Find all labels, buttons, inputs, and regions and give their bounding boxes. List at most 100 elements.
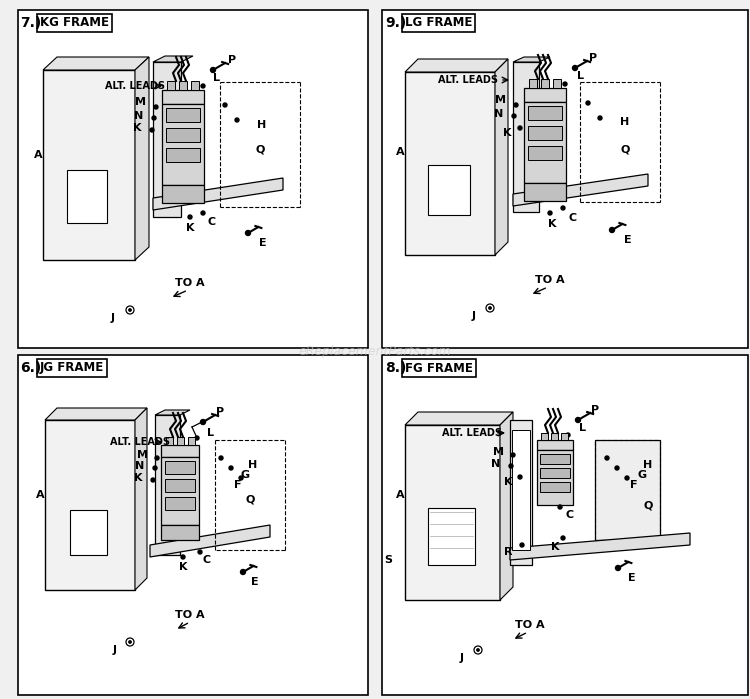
Polygon shape [540,468,570,478]
Circle shape [561,206,565,210]
Polygon shape [166,148,200,162]
Polygon shape [43,70,135,260]
Polygon shape [165,479,195,492]
Circle shape [151,478,155,482]
Circle shape [152,116,156,120]
Text: K: K [504,477,512,487]
Circle shape [586,101,590,105]
Text: K: K [548,219,556,229]
Circle shape [200,419,206,424]
Polygon shape [561,433,568,440]
Circle shape [605,456,609,460]
Text: A: A [34,150,42,160]
Circle shape [129,309,131,311]
Text: Q: Q [620,145,630,155]
Circle shape [489,307,491,309]
Polygon shape [524,102,566,183]
Circle shape [181,555,185,559]
Polygon shape [166,108,200,122]
Text: E: E [628,573,636,583]
Polygon shape [513,62,539,212]
Polygon shape [191,81,199,90]
Circle shape [558,505,562,509]
Circle shape [518,475,522,479]
Text: J: J [113,645,117,655]
Text: C: C [566,510,574,520]
Text: 8.): 8.) [385,361,406,375]
Circle shape [241,570,245,575]
Polygon shape [43,57,149,70]
Circle shape [575,417,580,422]
Text: 7.): 7.) [20,16,41,30]
Text: ALT. LEADS: ALT. LEADS [105,81,165,91]
Circle shape [514,103,518,107]
Text: eReplacementParts.com: eReplacementParts.com [298,345,452,359]
Circle shape [198,550,202,554]
Circle shape [615,466,619,470]
Text: F: F [630,480,638,490]
Polygon shape [528,106,562,120]
Polygon shape [512,430,530,550]
Text: KG FRAME: KG FRAME [40,17,109,29]
Polygon shape [153,56,193,62]
Text: TO A: TO A [515,620,544,630]
Circle shape [201,211,205,215]
Text: L: L [206,428,214,438]
Text: M: M [136,450,148,460]
Circle shape [548,211,552,215]
Polygon shape [405,72,495,255]
Circle shape [563,82,567,86]
Polygon shape [405,425,500,600]
Polygon shape [162,104,204,185]
Circle shape [154,105,158,109]
Polygon shape [529,79,537,88]
Text: H: H [257,120,267,130]
Polygon shape [500,412,513,600]
Text: TO A: TO A [536,275,565,285]
Text: K: K [550,542,560,552]
Circle shape [155,456,159,460]
Text: 6.): 6.) [20,361,41,375]
Text: K: K [133,123,141,133]
Polygon shape [553,79,561,88]
Circle shape [625,476,629,480]
Polygon shape [541,433,548,440]
Circle shape [512,114,516,118]
Text: K: K [178,562,188,572]
Text: Q: Q [255,145,265,155]
Text: A: A [36,490,44,500]
Polygon shape [405,59,508,72]
Text: K: K [186,223,194,233]
Polygon shape [177,437,184,445]
Text: N: N [134,111,144,121]
Text: Q: Q [644,500,652,510]
Circle shape [616,565,620,570]
Polygon shape [405,412,513,425]
Text: E: E [251,577,259,587]
Circle shape [561,536,565,540]
Polygon shape [541,79,549,88]
Polygon shape [540,454,570,464]
Polygon shape [524,88,566,102]
Polygon shape [513,57,550,62]
Text: G: G [638,470,646,480]
Bar [18,355,368,695]
Polygon shape [595,440,660,540]
Text: JG FRAME: JG FRAME [40,361,104,375]
Text: Q: Q [245,495,255,505]
Polygon shape [45,408,147,420]
Polygon shape [161,457,199,525]
Text: C: C [203,555,211,565]
Text: A: A [396,490,404,500]
Circle shape [572,66,578,71]
Polygon shape [153,178,283,210]
Polygon shape [135,408,147,590]
Circle shape [245,231,250,236]
Text: L: L [580,423,586,433]
Text: C: C [569,213,577,223]
Polygon shape [162,90,204,104]
Text: 9.): 9.) [385,16,406,30]
Polygon shape [540,482,570,492]
Text: TO A: TO A [176,610,205,620]
Polygon shape [165,461,195,474]
